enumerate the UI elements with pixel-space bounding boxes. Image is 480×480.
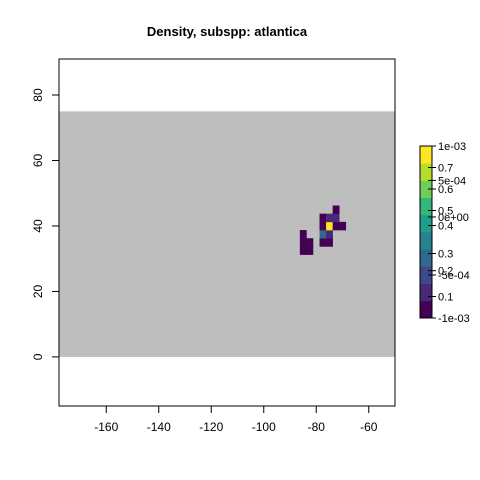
density-cell <box>299 246 307 255</box>
y-tick-label: 0 <box>31 353 45 360</box>
colorbar-label: 1e-03 <box>438 141 466 153</box>
y-tick-label: 60 <box>31 153 45 167</box>
y-tick-label: 20 <box>31 284 45 298</box>
density-cell <box>319 230 327 239</box>
colorbar-label: -5e-04 <box>438 270 470 282</box>
colorbar-segment <box>420 163 432 181</box>
colorbar-segment <box>420 197 432 216</box>
x-tick-label: -60 <box>360 420 378 434</box>
colorbar-segment <box>420 283 432 302</box>
chart-title: Density, subspp: atlantica <box>147 24 308 39</box>
density-cell <box>332 221 340 231</box>
density-cell <box>332 205 340 214</box>
colorbar-segment <box>420 214 432 233</box>
colorbar-label: -1e-03 <box>438 313 470 325</box>
colorbar-border <box>419 145 433 319</box>
x-axis: -160 -140 -120 -100 -80 -60 <box>94 405 378 434</box>
colorbar-label: 0.1 <box>438 292 453 304</box>
x-tick-label: -140 <box>147 420 171 434</box>
y-tick-label: 80 <box>31 88 45 102</box>
density-cell <box>299 238 307 247</box>
density-cell <box>326 221 333 231</box>
colorbar-label: 0.6 <box>438 184 453 196</box>
colorbar-segment <box>420 146 432 164</box>
colorbar-label: 0.7 <box>438 163 453 175</box>
density-cell <box>299 230 307 239</box>
density-cell <box>339 221 347 231</box>
colorbar-label: 0.4 <box>438 221 453 233</box>
density-cell <box>319 238 327 247</box>
density-cell <box>332 213 340 223</box>
colorbar-segment <box>420 232 432 250</box>
x-tick-label: -100 <box>252 420 276 434</box>
density-cell <box>306 246 314 255</box>
density-cell <box>319 213 327 223</box>
colorbar-label: 0e+00 <box>438 212 469 224</box>
colorbar-segment <box>420 300 432 319</box>
x-tick-label: -160 <box>94 420 118 434</box>
colorbar-segment <box>420 249 432 267</box>
background-extent <box>59 111 395 357</box>
density-cell <box>326 230 333 239</box>
x-tick-label: -120 <box>199 420 223 434</box>
y-tick-label: 40 <box>31 219 45 233</box>
colorbar-segment <box>420 180 432 198</box>
colorbar-label: 0.5 <box>438 206 453 218</box>
density-cells <box>299 205 347 255</box>
y-axis: 0 20 40 60 80 <box>31 88 60 360</box>
colorbar-legend: 0.1 0.2 0.3 0.4 0.5 0.6 0.7 1e-03 5e-04 0e+00 -5e-… <box>419 141 470 325</box>
colorbar-label: 5e-04 <box>438 175 466 187</box>
colorbar-label: 0.3 <box>438 249 453 261</box>
density-cell <box>306 238 314 247</box>
density-cell <box>326 213 333 223</box>
colorbar-label: 0.2 <box>438 266 453 278</box>
density-cell <box>326 238 333 247</box>
density-cell <box>319 221 327 231</box>
x-tick-label: -80 <box>308 420 326 434</box>
